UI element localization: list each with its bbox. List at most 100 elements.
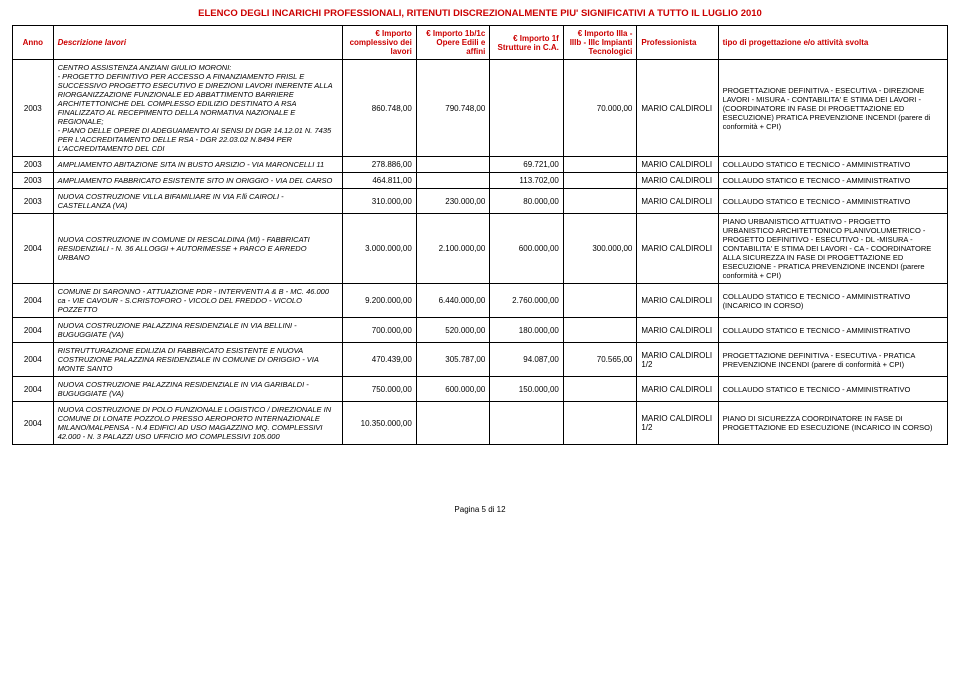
cell-imp2 — [416, 173, 490, 189]
cell-tipo: PIANO DI SICUREZZA COORDINATORE IN FASE … — [718, 402, 947, 445]
cell-imp3: 80.000,00 — [490, 189, 564, 214]
cell-desc: NUOVA COSTRUZIONE DI POLO FUNZIONALE LOG… — [53, 402, 343, 445]
cell-anno: 2004 — [13, 318, 54, 343]
cell-imp3: 180.000,00 — [490, 318, 564, 343]
table-row: 2003CENTRO ASSISTENZA ANZIANI GIULIO MOR… — [13, 60, 948, 157]
cell-imp4 — [563, 173, 637, 189]
cell-imp3 — [490, 60, 564, 157]
cell-prof: MARIO CALDIROLI — [637, 318, 718, 343]
table-row: 2003AMPLIAMENTO FABBRICATO ESISTENTE SIT… — [13, 173, 948, 189]
cell-prof: MARIO CALDIROLI — [637, 60, 718, 157]
cell-imp2: 2.100.000,00 — [416, 214, 490, 284]
table-row: 2004RISTRUTTURAZIONE EDILIZIA DI FABBRIC… — [13, 343, 948, 377]
cell-anno: 2004 — [13, 284, 54, 318]
cell-imp1: 3.000.000,00 — [343, 214, 417, 284]
header-imp2: € Importo 1b/1c Opere Edili e affini — [416, 26, 490, 60]
cell-anno: 2004 — [13, 214, 54, 284]
cell-prof: MARIO CALDIROLI — [637, 377, 718, 402]
header-imp1: € Importo complessivo dei lavori — [343, 26, 417, 60]
cell-tipo: PROGETTAZIONE DEFINITIVA - ESECUTIVA - P… — [718, 343, 947, 377]
cell-anno: 2004 — [13, 402, 54, 445]
cell-imp3: 94.087,00 — [490, 343, 564, 377]
cell-prof: MARIO CALDIROLI — [637, 284, 718, 318]
cell-imp4: 70.000,00 — [563, 60, 637, 157]
table-row: 2003AMPLIAMENTO ABITAZIONE SITA IN BUSTO… — [13, 157, 948, 173]
cell-imp1: 464.811,00 — [343, 173, 417, 189]
cell-imp2: 230.000,00 — [416, 189, 490, 214]
cell-imp2: 790.748,00 — [416, 60, 490, 157]
cell-desc: RISTRUTTURAZIONE EDILIZIA DI FABBRICATO … — [53, 343, 343, 377]
cell-tipo: COLLAUDO STATICO E TECNICO - AMMINISTRAT… — [718, 157, 947, 173]
table-row: 2003NUOVA COSTRUZIONE VILLA BIFAMILIARE … — [13, 189, 948, 214]
cell-desc: NUOVA COSTRUZIONE PALAZZINA RESIDENZIALE… — [53, 318, 343, 343]
cell-tipo: COLLAUDO STATICO E TECNICO - AMMINISTRAT… — [718, 318, 947, 343]
cell-imp4 — [563, 318, 637, 343]
cell-tipo: COLLAUDO STATICO E TECNICO - AMMINISTRAT… — [718, 189, 947, 214]
cell-anno: 2003 — [13, 189, 54, 214]
cell-imp2: 305.787,00 — [416, 343, 490, 377]
cell-imp4: 70.565,00 — [563, 343, 637, 377]
cell-imp3: 600.000,00 — [490, 214, 564, 284]
cell-imp1: 470.439,00 — [343, 343, 417, 377]
cell-imp3 — [490, 402, 564, 445]
cell-imp1: 278.886,00 — [343, 157, 417, 173]
cell-tipo: PROGETTAZIONE DEFINITIVA - ESECUTIVA - D… — [718, 60, 947, 157]
cell-imp1: 10.350.000,00 — [343, 402, 417, 445]
cell-imp2 — [416, 157, 490, 173]
cell-prof: MARIO CALDIROLI — [637, 214, 718, 284]
cell-tipo: COLLAUDO STATICO E TECNICO - AMMINISTRAT… — [718, 173, 947, 189]
cell-imp1: 310.000,00 — [343, 189, 417, 214]
header-anno: Anno — [13, 26, 54, 60]
cell-anno: 2004 — [13, 343, 54, 377]
cell-imp3: 69.721,00 — [490, 157, 564, 173]
page-footer: Pagina 5 di 12 — [12, 505, 948, 514]
cell-imp4 — [563, 189, 637, 214]
cell-anno: 2003 — [13, 173, 54, 189]
cell-desc: NUOVA COSTRUZIONE VILLA BIFAMILIARE IN V… — [53, 189, 343, 214]
cell-imp1: 9.200.000,00 — [343, 284, 417, 318]
cell-prof: MARIO CALDIROLI — [637, 189, 718, 214]
header-tipo: tipo di progettazione e/o attività svolt… — [718, 26, 947, 60]
cell-tipo: COLLAUDO STATICO E TECNICO - AMMINISTRAT… — [718, 284, 947, 318]
cell-desc: CENTRO ASSISTENZA ANZIANI GIULIO MORONI:… — [53, 60, 343, 157]
table-header-row: Anno Descrizione lavori € Importo comple… — [13, 26, 948, 60]
cell-imp2: 600.000,00 — [416, 377, 490, 402]
table-row: 2004NUOVA COSTRUZIONE PALAZZINA RESIDENZ… — [13, 318, 948, 343]
header-imp3: € Importo 1f Strutture in C.A. — [490, 26, 564, 60]
header-prof: Professionista — [637, 26, 718, 60]
cell-anno: 2003 — [13, 157, 54, 173]
cell-desc: NUOVA COSTRUZIONE PALAZZINA RESIDENZIALE… — [53, 377, 343, 402]
header-imp4: € Importo IIIa - IIIb - IIIc Impianti Te… — [563, 26, 637, 60]
cell-imp4 — [563, 402, 637, 445]
cell-desc: NUOVA COSTRUZIONE IN COMUNE DI RESCALDIN… — [53, 214, 343, 284]
cell-prof: MARIO CALDIROLI 1/2 — [637, 343, 718, 377]
page-title: ELENCO DEGLI INCARICHI PROFESSIONALI, RI… — [12, 8, 948, 19]
cell-anno: 2004 — [13, 377, 54, 402]
cell-imp2 — [416, 402, 490, 445]
cell-imp3: 113.702,00 — [490, 173, 564, 189]
cell-desc: AMPLIAMENTO ABITAZIONE SITA IN BUSTO ARS… — [53, 157, 343, 173]
header-desc: Descrizione lavori — [53, 26, 343, 60]
cell-imp2: 6.440.000,00 — [416, 284, 490, 318]
table-row: 2004NUOVA COSTRUZIONE DI POLO FUNZIONALE… — [13, 402, 948, 445]
table-row: 2004NUOVA COSTRUZIONE IN COMUNE DI RESCA… — [13, 214, 948, 284]
cell-tipo: PIANO URBANISTICO ATTUATIVO - PROGETTO U… — [718, 214, 947, 284]
cell-imp3: 150.000,00 — [490, 377, 564, 402]
table-row: 2004NUOVA COSTRUZIONE PALAZZINA RESIDENZ… — [13, 377, 948, 402]
cell-imp4 — [563, 157, 637, 173]
cell-prof: MARIO CALDIROLI 1/2 — [637, 402, 718, 445]
cell-imp4: 300.000,00 — [563, 214, 637, 284]
cell-tipo: COLLAUDO STATICO E TECNICO - AMMINISTRAT… — [718, 377, 947, 402]
cell-desc: COMUNE DI SARONNO - ATTUAZIONE PDR - INT… — [53, 284, 343, 318]
table-row: 2004COMUNE DI SARONNO - ATTUAZIONE PDR -… — [13, 284, 948, 318]
cell-anno: 2003 — [13, 60, 54, 157]
cell-imp2: 520.000,00 — [416, 318, 490, 343]
cell-imp1: 750.000,00 — [343, 377, 417, 402]
cell-imp4 — [563, 284, 637, 318]
cell-imp1: 860.748,00 — [343, 60, 417, 157]
cell-prof: MARIO CALDIROLI — [637, 173, 718, 189]
cell-prof: MARIO CALDIROLI — [637, 157, 718, 173]
projects-table: Anno Descrizione lavori € Importo comple… — [12, 25, 948, 445]
cell-imp3: 2.760.000,00 — [490, 284, 564, 318]
cell-imp4 — [563, 377, 637, 402]
